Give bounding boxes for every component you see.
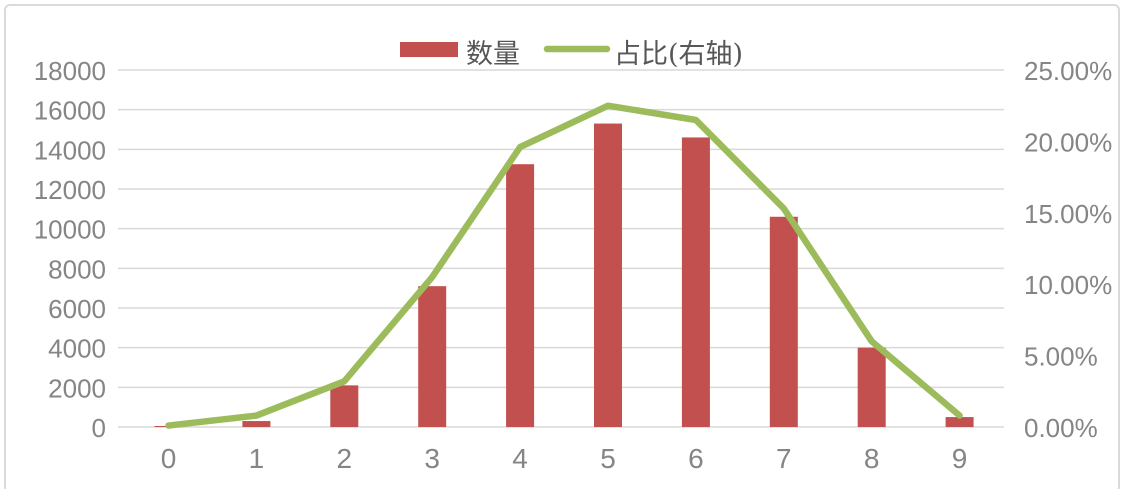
left-axis-tick-label: 12000 xyxy=(34,175,106,205)
x-axis-tick-label: 9 xyxy=(952,443,968,474)
percentage-line xyxy=(165,102,963,429)
combo-chart: 0200040006000800010000120001400016000180… xyxy=(34,39,1113,474)
bar xyxy=(594,123,622,428)
right-axis-tick-label: 0.00% xyxy=(1024,413,1098,443)
x-axis-tick-label: 1 xyxy=(249,443,265,474)
legend-line-label: 占比(右轴) xyxy=(614,39,743,70)
right-axis-tick-label: 20.00% xyxy=(1024,127,1112,157)
bar xyxy=(769,216,798,427)
bar xyxy=(857,347,886,427)
x-axis-tick-label: 4 xyxy=(512,443,528,474)
bar xyxy=(506,164,535,428)
line-series-layer xyxy=(165,102,963,429)
x-axis-tick-label: 0 xyxy=(161,443,177,474)
x-axis-tick-label: 6 xyxy=(688,443,704,474)
right-axis-tick-label: 5.00% xyxy=(1024,342,1098,372)
x-axis-tick-label: 7 xyxy=(776,443,792,474)
x-axis-tick-label: 8 xyxy=(864,443,880,474)
bar xyxy=(945,417,974,427)
left-axis-tick-label: 16000 xyxy=(34,96,106,126)
x-axis-tick-label: 5 xyxy=(600,443,616,474)
left-axis-tick-label: 10000 xyxy=(34,215,106,245)
left-axis-tick-label: 6000 xyxy=(48,294,106,324)
bar-series-layer xyxy=(154,123,974,428)
x-axis-tick-label: 2 xyxy=(337,443,353,474)
right-axis-tick-label: 25.00% xyxy=(1024,56,1112,86)
bar xyxy=(242,421,271,427)
bar xyxy=(681,137,710,427)
left-axis-tick-label: 4000 xyxy=(48,334,106,364)
left-axis-tick-label: 8000 xyxy=(48,254,106,284)
legend: 数量 占比(右轴) xyxy=(400,39,743,70)
right-axis-tick-label: 10.00% xyxy=(1024,270,1112,300)
left-axis-tick-label: 14000 xyxy=(34,135,106,165)
right-axis-tick-label: 15.00% xyxy=(1024,199,1112,229)
legend-bar-label: 数量 xyxy=(466,39,520,70)
legend-bar-swatch xyxy=(400,42,458,57)
bar xyxy=(418,286,447,427)
chart-card: 0 2000 4000 6000 8000 10000 12000 14000 16000 180… xyxy=(4,4,1120,489)
x-axis-tick-label: 3 xyxy=(424,443,440,474)
left-axis-tick-label: 18000 xyxy=(34,56,106,86)
left-axis-tick-label: 2000 xyxy=(48,373,106,403)
left-axis-tick-label: 0 xyxy=(92,413,106,443)
axis-labels-layer: 0200040006000800010000120001400016000180… xyxy=(34,56,1113,474)
bar xyxy=(330,385,359,427)
gridlines-layer xyxy=(118,69,1004,428)
